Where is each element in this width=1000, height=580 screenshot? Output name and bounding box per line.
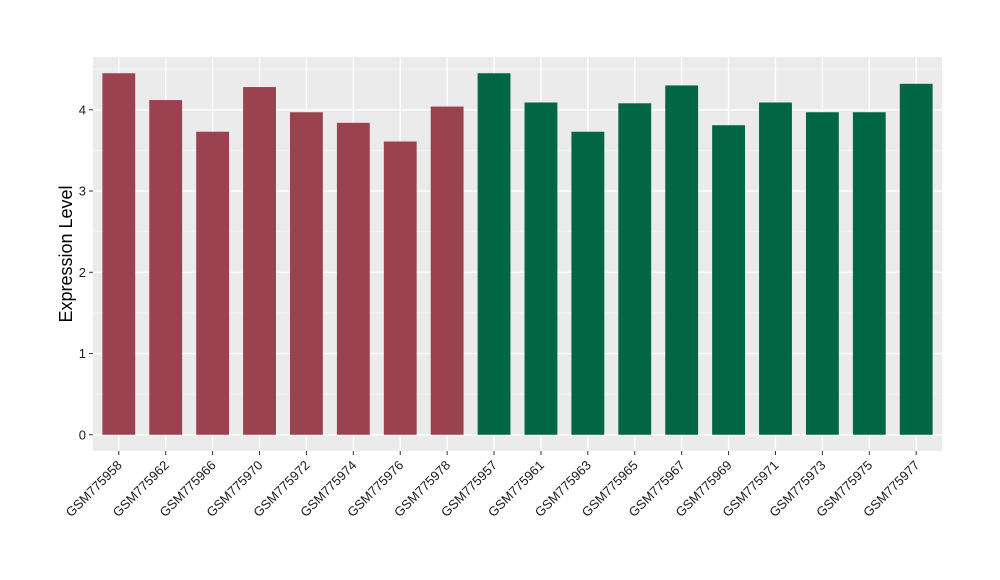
x-axis: GSM775958GSM775962GSM775966GSM775970GSM7… (63, 451, 922, 520)
bar-GSM775961 (524, 102, 558, 435)
y-tick-label: 1 (79, 346, 86, 361)
bar-GSM775975 (852, 112, 886, 435)
bar-GSM775971 (759, 102, 792, 435)
bar-GSM775977 (899, 83, 933, 435)
bar-GSM775974 (336, 122, 370, 435)
bar-GSM775966 (196, 131, 230, 435)
bar-GSM775957 (477, 73, 511, 435)
y-tick-label: 0 (79, 427, 86, 442)
y-tick-label: 4 (79, 102, 86, 117)
y-axis-title: Expression Level (56, 185, 76, 322)
bar-GSM775973 (805, 112, 839, 435)
bar-GSM775965 (618, 103, 652, 435)
bar-GSM775978 (430, 106, 464, 435)
bars (102, 73, 933, 435)
plot-panel (93, 57, 942, 451)
minor-gridlines (93, 68, 942, 395)
bar-GSM775976 (383, 141, 417, 435)
bar-GSM775963 (571, 131, 605, 435)
bar-GSM775967 (665, 85, 699, 435)
y-tick-label: 3 (79, 184, 86, 199)
y-tick-label: 2 (79, 265, 86, 280)
bar-GSM775962 (149, 100, 183, 435)
bar-GSM775969 (712, 125, 745, 435)
bar-GSM775972 (290, 112, 323, 435)
bar-GSM775970 (243, 87, 276, 435)
y-axis: 0 1 2 3 4 (79, 102, 93, 442)
bar-GSM775958 (102, 73, 136, 435)
